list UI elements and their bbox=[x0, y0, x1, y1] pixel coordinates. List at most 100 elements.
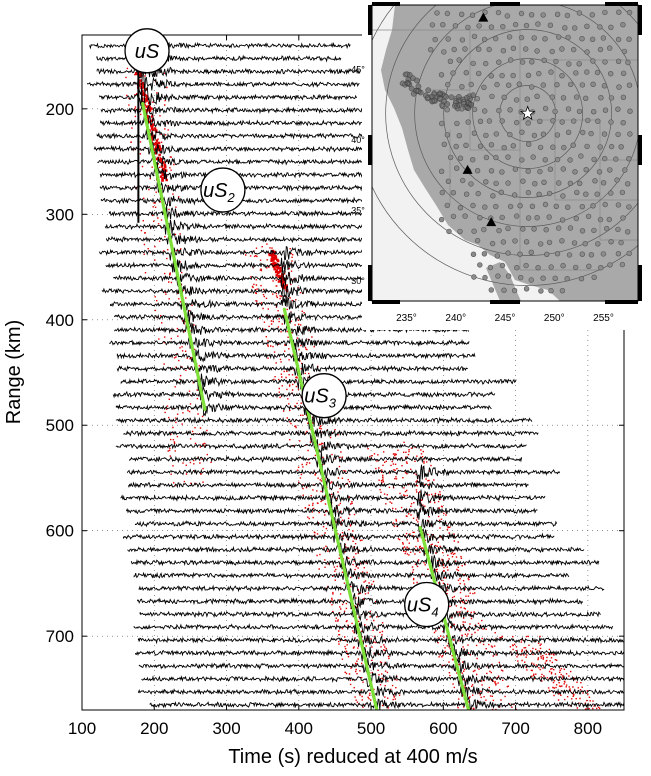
y-tick-label: 300 bbox=[46, 205, 74, 224]
seismic-trace bbox=[99, 166, 413, 180]
range-circles bbox=[372, 5, 638, 286]
station-dots bbox=[427, 9, 633, 294]
seismic-trace bbox=[139, 605, 601, 623]
seismic-trace bbox=[96, 129, 391, 142]
phase-label-circle bbox=[404, 581, 450, 628]
seismic-trace bbox=[116, 346, 476, 363]
phase-label-circle bbox=[301, 373, 347, 419]
range-circle bbox=[372, 5, 638, 286]
map-frame-bar bbox=[368, 265, 372, 301]
seismic-trace bbox=[135, 642, 624, 662]
triangle-stations bbox=[462, 12, 497, 227]
triangle-station-icon bbox=[462, 164, 473, 174]
map-frame-bar bbox=[490, 300, 520, 304]
seismic-trace bbox=[137, 683, 624, 700]
seismic-trace bbox=[125, 501, 538, 520]
map-land bbox=[381, 5, 638, 301]
seismic-trace bbox=[149, 696, 624, 710]
seismic-trace bbox=[96, 58, 361, 81]
map-frame-bar bbox=[638, 265, 642, 301]
map-lon-label: 240° bbox=[445, 313, 466, 324]
seismic-trace bbox=[141, 672, 624, 688]
phase-label-subscript: 4 bbox=[431, 605, 438, 620]
map-lat-label: 40° bbox=[351, 135, 365, 145]
map-frame-bar bbox=[605, 300, 638, 304]
x-axis-label: Time (s) reduced at 400 m/s bbox=[228, 746, 477, 768]
seismic-trace bbox=[99, 86, 357, 110]
phase-label-circle bbox=[200, 167, 246, 213]
x-axis-ticks: 100 200 300 400 500 600 700 800 bbox=[68, 35, 602, 738]
x-tick-label: 700 bbox=[501, 719, 529, 738]
y-tick-label: 200 bbox=[46, 100, 74, 119]
x-tick-label: 300 bbox=[212, 719, 240, 738]
x-tick-label: 500 bbox=[357, 719, 385, 738]
green-pick-line bbox=[141, 101, 207, 412]
map-lat-label: 30° bbox=[351, 276, 365, 286]
seismic-trace bbox=[100, 190, 392, 207]
seismic-trace bbox=[133, 618, 613, 635]
seismic-trace bbox=[123, 426, 539, 444]
map-lat-label: 45° bbox=[351, 64, 365, 74]
inset-map: 235° 240° 245° 250° 255° 30° 35° 40° 45° bbox=[351, 0, 651, 330]
green-pick-line bbox=[418, 525, 471, 710]
seismic-trace bbox=[137, 631, 624, 648]
map-frame-bar bbox=[372, 2, 400, 6]
green-picks bbox=[141, 101, 471, 710]
station-markers bbox=[399, 9, 633, 294]
y-axis-label: Range (km) bbox=[3, 320, 25, 424]
map-lat-label: 35° bbox=[351, 205, 365, 215]
map-frame-bar bbox=[368, 5, 372, 35]
seismic-trace bbox=[129, 452, 523, 468]
seismic-trace bbox=[97, 155, 378, 168]
seismic-trace bbox=[138, 657, 624, 675]
plot-frame bbox=[81, 34, 625, 711]
triangle-station-icon bbox=[478, 12, 489, 22]
seismic-trace bbox=[134, 515, 558, 533]
range-circle bbox=[385, 5, 638, 256]
y-tick-label: 400 bbox=[46, 311, 74, 330]
seismic-trace bbox=[109, 334, 470, 349]
seismic-trace bbox=[137, 591, 584, 610]
station-cluster bbox=[399, 71, 477, 112]
map-frame-bar bbox=[490, 2, 520, 6]
y-axis-ticks: 200 300 400 500 600 700 bbox=[46, 100, 624, 646]
y-tick-label: 700 bbox=[46, 627, 74, 646]
map-lon-label: 245° bbox=[495, 313, 516, 324]
seismic-trace bbox=[99, 179, 403, 194]
x-tick-label: 800 bbox=[574, 719, 602, 738]
seismic-trace bbox=[127, 542, 585, 557]
map-lon-label: 235° bbox=[396, 313, 417, 324]
x-tick-label: 400 bbox=[285, 719, 313, 738]
green-pick-line bbox=[282, 307, 379, 710]
x-tick-label: 200 bbox=[140, 719, 168, 738]
seismic-trace bbox=[115, 412, 533, 430]
seismic-trace bbox=[87, 70, 360, 95]
x-tick-label: 600 bbox=[429, 719, 457, 738]
seismic-trace bbox=[126, 463, 561, 482]
seismic-trace bbox=[133, 565, 570, 582]
seismic-trace bbox=[115, 438, 527, 455]
seismic-trace bbox=[128, 477, 529, 493]
source-star-icon bbox=[519, 105, 536, 121]
y-tick-label: 600 bbox=[46, 522, 74, 541]
map-lon-label: 250° bbox=[544, 313, 565, 324]
range-circle bbox=[414, 5, 638, 227]
y-tick-label: 500 bbox=[46, 416, 74, 435]
triangle-station-icon bbox=[486, 217, 497, 227]
seismic-trace bbox=[130, 554, 600, 571]
x-tick-label: 100 bbox=[68, 719, 96, 738]
seismic-trace bbox=[115, 397, 492, 418]
range-circle bbox=[472, 58, 584, 169]
phase-label-subscript: 3 bbox=[329, 396, 337, 411]
map-frame-bar bbox=[638, 5, 642, 35]
map-labels: 235° 240° 245° 250° 255° 30° 35° 40° 45° bbox=[351, 64, 614, 324]
phase-label: uS bbox=[135, 41, 160, 63]
phase-label-subscript: 2 bbox=[227, 190, 236, 205]
map-frame-bar bbox=[605, 2, 638, 6]
map-frame-ticks bbox=[368, 2, 642, 304]
map-frame-bar bbox=[372, 300, 400, 304]
seismic-trace bbox=[120, 489, 546, 507]
map-frame-bar bbox=[368, 135, 372, 165]
